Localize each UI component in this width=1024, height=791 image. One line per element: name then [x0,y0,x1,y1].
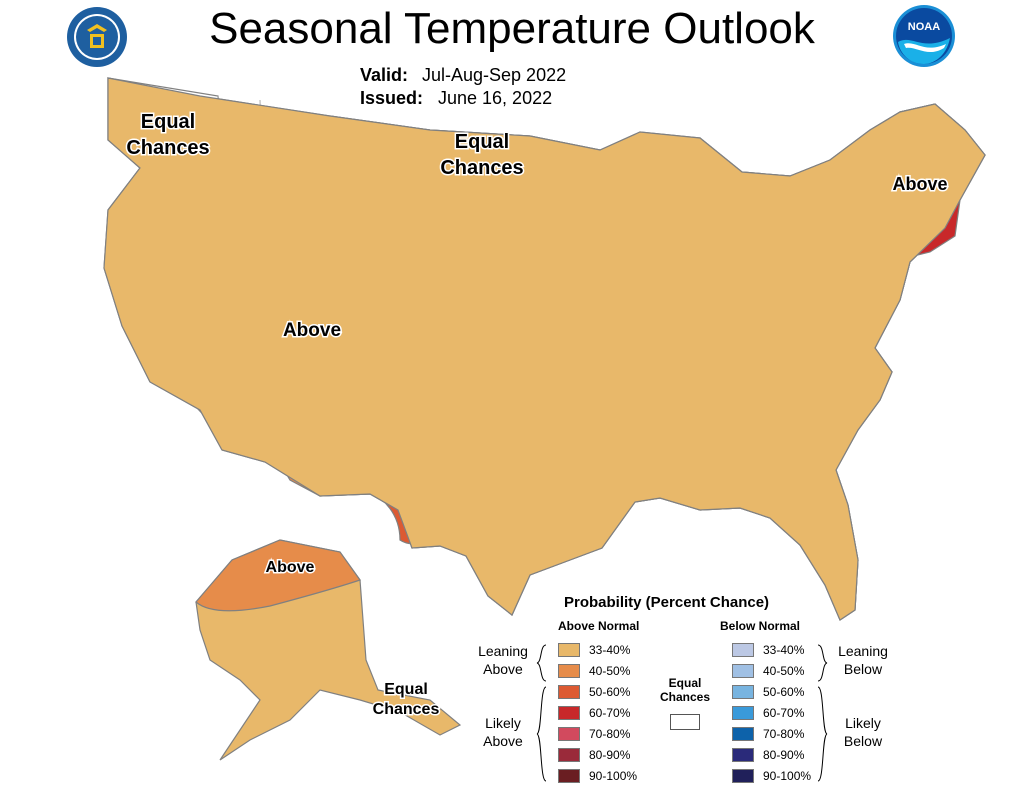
label-above-west: Above [283,320,341,341]
issued-label: Issued: [360,88,424,108]
brace-likely-above [536,686,547,782]
label-equal-chances-n-2: Chances [440,157,523,179]
legend-below-swatch-6 [732,769,754,783]
legend-below-swatch-2 [732,685,754,699]
legend-above-row-1: 40-50% [558,663,649,679]
legend-above-row-4: 70-80% [558,726,649,742]
label-equal-chances-alaska-2: Chances [373,701,440,718]
legend-below-range-label-5: 80-90% [763,748,805,762]
brace-leaning-above [536,644,547,682]
legend-above-range-label-3: 60-70% [589,706,631,720]
noaa-logo-text: NOAA [908,21,940,33]
legend-leaning-below: Leaning Below [832,642,894,678]
page-title: Seasonal Temperature Outlook [209,4,815,53]
noaa-logo-icon: NOAA [893,5,955,67]
label-equal-chances-alaska: Equal [384,681,428,698]
leaning-above-line-1: Leaning [478,643,528,659]
legend-above-row-0: 33-40% [558,642,649,658]
legend-above-swatch-6 [558,769,580,783]
legend-below-swatch-0 [732,643,754,657]
label-above-northeast: Above [892,174,947,194]
likely-below-line-2: Below [843,733,883,749]
legend-below-row-1: 40-50% [732,663,823,679]
leaning-above-line-2: Above [483,661,523,677]
legend-below-row-6: 90-100% [732,768,823,784]
likely-above-line-2: Above [483,733,523,749]
legend-below-row-0: 33-40% [732,642,823,658]
legend-above-swatch-4 [558,727,580,741]
likely-above-line-1: Likely [485,715,521,731]
legend-above-range-label-2: 50-60% [589,685,631,699]
legend-below-swatch-3 [732,706,754,720]
valid-label: Valid: [360,65,409,85]
equal-chances-line-2: Chances [659,690,711,704]
legend-below-swatch-4 [732,727,754,741]
legend-below-swatch-1 [732,664,754,678]
label-equal-chances-nw-2: Chances [126,137,209,159]
legend-above-row-3: 60-70% [558,705,649,721]
legend-above-range-label-6: 90-100% [589,769,638,783]
legend-above-swatch-1 [558,664,580,678]
valid-value: Jul-Aug-Sep 2022 [422,65,567,85]
legend-above-range-label-4: 70-80% [589,727,631,741]
legend-below-range-label-2: 50-60% [763,685,805,699]
leaning-below-line-1: Leaning [838,643,888,659]
legend: Probability (Percent Chance) Above Norma… [470,592,910,788]
legend-title: Probability (Percent Chance) [564,594,770,611]
legend-above-swatch-3 [558,706,580,720]
legend-below-range-label-6: 90-100% [763,769,812,783]
brace-leaning-below [817,644,828,682]
brace-likely-below [817,686,828,782]
legend-equal-chances-label: Equal Chances [655,676,715,704]
issued-value: June 16, 2022 [438,88,553,108]
legend-above-swatch-0 [558,643,580,657]
commerce-seal-icon [67,7,127,67]
legend-below-row-5: 80-90% [732,747,823,763]
legend-above-range-label-1: 40-50% [589,664,631,678]
above-40-50-alaska-region [195,539,361,612]
legend-likely-below: Likely Below [832,714,894,750]
legend-above-range-label-5: 80-90% [589,748,631,762]
legend-below-header: Below Normal [720,619,801,633]
legend-above-header: Above Normal [558,619,640,633]
legend-below-range-label-4: 70-80% [763,727,805,741]
legend-below-range-label-0: 33-40% [763,643,805,657]
legend-above-range-label-0: 33-40% [589,643,631,657]
legend-below-range-label-3: 60-70% [763,706,805,720]
leaning-below-line-2: Below [843,661,883,677]
validity-info: Valid: Jul-Aug-Sep 2022 Issued: June 16, 2… [360,64,566,110]
legend-below-row-3: 60-70% [732,705,823,721]
legend-below-swatch-5 [732,748,754,762]
label-equal-chances-nw: Equal [141,111,195,133]
legend-likely-above: Likely Above [472,714,534,750]
legend-leaning-above: Leaning Above [472,642,534,678]
legend-above-swatch-5 [558,748,580,762]
label-above-alaska: Above [266,559,315,576]
equal-chances-line-1: Equal [668,676,702,690]
likely-below-line-1: Likely [845,715,881,731]
legend-below-row-2: 50-60% [732,684,823,700]
label-equal-chances-n: Equal [455,131,509,153]
legend-above-row-2: 50-60% [558,684,649,700]
legend-above-swatch-2 [558,685,580,699]
legend-above-row-6: 90-100% [558,768,649,784]
legend-below-range-label-1: 40-50% [763,664,805,678]
legend-below-row-4: 70-80% [732,726,823,742]
legend-above-row-5: 80-90% [558,747,649,763]
legend-equal-chances-swatch [670,714,700,730]
